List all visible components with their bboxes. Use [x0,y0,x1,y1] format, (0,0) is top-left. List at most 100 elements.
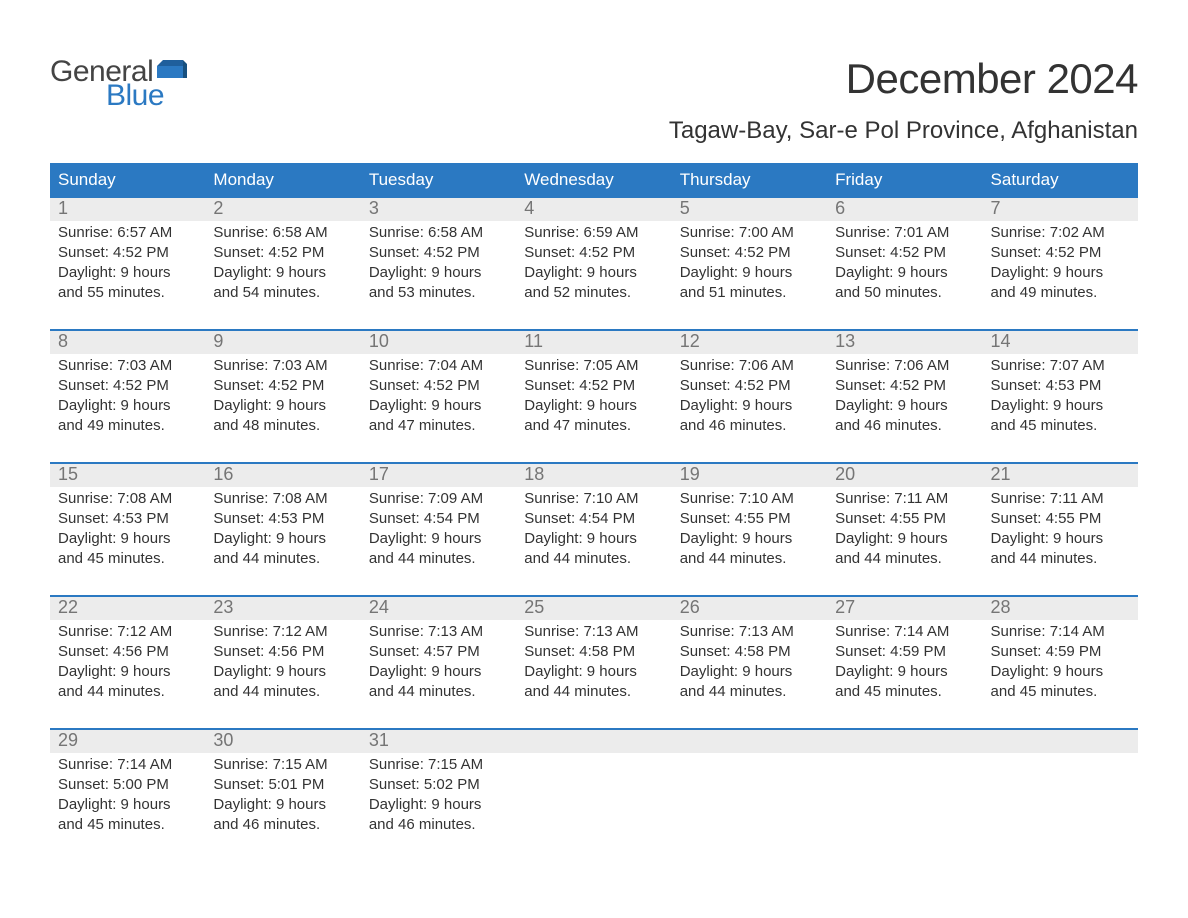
day-detail: Sunrise: 7:06 AMSunset: 4:52 PMDaylight:… [827,354,982,462]
day-number: 4 [516,198,671,221]
day-number: 14 [983,331,1138,354]
dow-wednesday: Wednesday [516,165,671,196]
day-detail [983,753,1138,861]
day-detail: Sunrise: 7:14 AMSunset: 5:00 PMDaylight:… [50,753,205,861]
day-detail: Sunrise: 7:05 AMSunset: 4:52 PMDaylight:… [516,354,671,462]
dow-sunday: Sunday [50,165,205,196]
day-detail: Sunrise: 7:03 AMSunset: 4:52 PMDaylight:… [205,354,360,462]
day-number: 2 [205,198,360,221]
week-row: 293031Sunrise: 7:14 AMSunset: 5:00 PMDay… [50,728,1138,861]
day-detail: Sunrise: 7:13 AMSunset: 4:58 PMDaylight:… [516,620,671,728]
day-number: 5 [672,198,827,221]
day-number: 29 [50,730,205,753]
day-detail: Sunrise: 7:15 AMSunset: 5:01 PMDaylight:… [205,753,360,861]
day-number: 27 [827,597,982,620]
day-number: 15 [50,464,205,487]
dow-saturday: Saturday [983,165,1138,196]
dow-monday: Monday [205,165,360,196]
day-number: 28 [983,597,1138,620]
detail-row: Sunrise: 7:12 AMSunset: 4:56 PMDaylight:… [50,620,1138,728]
detail-row: Sunrise: 6:57 AMSunset: 4:52 PMDaylight:… [50,221,1138,329]
day-number: 26 [672,597,827,620]
daynum-row: 1234567 [50,198,1138,221]
daynum-row: 22232425262728 [50,597,1138,620]
day-detail: Sunrise: 7:13 AMSunset: 4:57 PMDaylight:… [361,620,516,728]
week-row: 1234567Sunrise: 6:57 AMSunset: 4:52 PMDa… [50,196,1138,329]
day-detail: Sunrise: 7:10 AMSunset: 4:55 PMDaylight:… [672,487,827,595]
day-number: 3 [361,198,516,221]
title-block: December 2024 Tagaw-Bay, Sar-e Pol Provi… [669,55,1138,145]
daynum-row: 15161718192021 [50,464,1138,487]
day-number: 6 [827,198,982,221]
day-detail: Sunrise: 6:58 AMSunset: 4:52 PMDaylight:… [205,221,360,329]
day-detail: Sunrise: 7:12 AMSunset: 4:56 PMDaylight:… [205,620,360,728]
day-detail: Sunrise: 7:00 AMSunset: 4:52 PMDaylight:… [672,221,827,329]
day-number: 20 [827,464,982,487]
day-detail: Sunrise: 7:03 AMSunset: 4:52 PMDaylight:… [50,354,205,462]
day-detail [516,753,671,861]
day-number: 19 [672,464,827,487]
day-detail: Sunrise: 7:11 AMSunset: 4:55 PMDaylight:… [983,487,1138,595]
dow-tuesday: Tuesday [361,165,516,196]
day-detail: Sunrise: 6:57 AMSunset: 4:52 PMDaylight:… [50,221,205,329]
weeks-container: 1234567Sunrise: 6:57 AMSunset: 4:52 PMDa… [50,196,1138,861]
day-number: 10 [361,331,516,354]
day-number: 23 [205,597,360,620]
day-detail: Sunrise: 7:14 AMSunset: 4:59 PMDaylight:… [983,620,1138,728]
day-number: 21 [983,464,1138,487]
day-number [983,730,1138,753]
day-detail [827,753,982,861]
month-title: December 2024 [669,55,1138,103]
day-number: 13 [827,331,982,354]
detail-row: Sunrise: 7:14 AMSunset: 5:00 PMDaylight:… [50,753,1138,861]
day-number: 12 [672,331,827,354]
detail-row: Sunrise: 7:08 AMSunset: 4:53 PMDaylight:… [50,487,1138,595]
day-detail: Sunrise: 7:06 AMSunset: 4:52 PMDaylight:… [672,354,827,462]
week-row: 15161718192021Sunrise: 7:08 AMSunset: 4:… [50,462,1138,595]
dow-thursday: Thursday [672,165,827,196]
day-detail: Sunrise: 7:01 AMSunset: 4:52 PMDaylight:… [827,221,982,329]
day-number [827,730,982,753]
day-number: 24 [361,597,516,620]
day-number: 30 [205,730,360,753]
day-detail: Sunrise: 7:08 AMSunset: 4:53 PMDaylight:… [50,487,205,595]
day-detail: Sunrise: 7:11 AMSunset: 4:55 PMDaylight:… [827,487,982,595]
day-number: 18 [516,464,671,487]
detail-row: Sunrise: 7:03 AMSunset: 4:52 PMDaylight:… [50,354,1138,462]
day-number [516,730,671,753]
header: General Blue December 2024 Tagaw-Bay, Sa… [50,55,1138,145]
week-row: 22232425262728Sunrise: 7:12 AMSunset: 4:… [50,595,1138,728]
day-detail: Sunrise: 6:59 AMSunset: 4:52 PMDaylight:… [516,221,671,329]
day-detail: Sunrise: 7:15 AMSunset: 5:02 PMDaylight:… [361,753,516,861]
day-number: 9 [205,331,360,354]
day-number: 25 [516,597,671,620]
day-number: 7 [983,198,1138,221]
day-number [672,730,827,753]
daynum-row: 293031 [50,730,1138,753]
logo: General Blue [50,55,187,113]
day-detail: Sunrise: 7:08 AMSunset: 4:53 PMDaylight:… [205,487,360,595]
day-detail: Sunrise: 7:07 AMSunset: 4:53 PMDaylight:… [983,354,1138,462]
day-detail: Sunrise: 7:12 AMSunset: 4:56 PMDaylight:… [50,620,205,728]
day-detail: Sunrise: 7:10 AMSunset: 4:54 PMDaylight:… [516,487,671,595]
dow-friday: Friday [827,165,982,196]
day-number: 31 [361,730,516,753]
day-detail: Sunrise: 7:09 AMSunset: 4:54 PMDaylight:… [361,487,516,595]
day-number: 8 [50,331,205,354]
location-title: Tagaw-Bay, Sar-e Pol Province, Afghanist… [669,117,1138,145]
daynum-row: 891011121314 [50,331,1138,354]
day-detail: Sunrise: 7:13 AMSunset: 4:58 PMDaylight:… [672,620,827,728]
logo-text-blue: Blue [106,79,187,113]
calendar: Sunday Monday Tuesday Wednesday Thursday… [50,163,1138,861]
day-number: 11 [516,331,671,354]
day-number: 1 [50,198,205,221]
day-number: 17 [361,464,516,487]
dow-row: Sunday Monday Tuesday Wednesday Thursday… [50,165,1138,196]
day-detail [672,753,827,861]
week-row: 891011121314Sunrise: 7:03 AMSunset: 4:52… [50,329,1138,462]
day-detail: Sunrise: 7:14 AMSunset: 4:59 PMDaylight:… [827,620,982,728]
day-detail: Sunrise: 7:02 AMSunset: 4:52 PMDaylight:… [983,221,1138,329]
day-number: 22 [50,597,205,620]
day-detail: Sunrise: 6:58 AMSunset: 4:52 PMDaylight:… [361,221,516,329]
day-detail: Sunrise: 7:04 AMSunset: 4:52 PMDaylight:… [361,354,516,462]
